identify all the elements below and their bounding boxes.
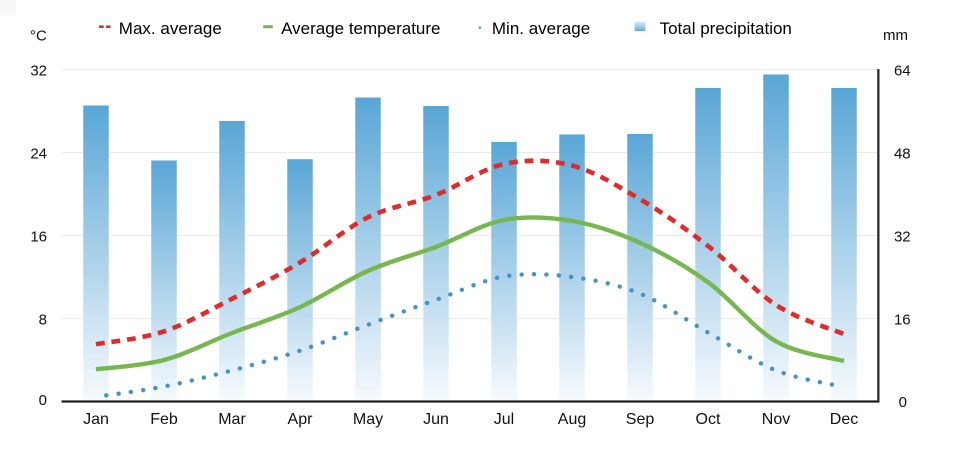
svg-text:Feb: Feb — [150, 411, 178, 428]
svg-text:Total precipitation: Total precipitation — [660, 19, 792, 38]
svg-text:Jul: Jul — [494, 411, 514, 428]
svg-text:Jun: Jun — [423, 411, 449, 428]
svg-text:64: 64 — [894, 63, 911, 80]
svg-text:Aug: Aug — [558, 411, 586, 428]
svg-text:Oct: Oct — [696, 411, 721, 428]
svg-text:Min. average: Min. average — [492, 19, 590, 38]
svg-text:16: 16 — [30, 229, 47, 246]
svg-text:Nov: Nov — [762, 411, 790, 428]
svg-text:0: 0 — [39, 392, 47, 409]
svg-text:Mar: Mar — [218, 411, 246, 428]
svg-text:48: 48 — [894, 146, 911, 163]
svg-text:32: 32 — [30, 63, 47, 80]
svg-text:May: May — [353, 411, 383, 428]
svg-text:24: 24 — [30, 146, 47, 163]
svg-text:32: 32 — [894, 229, 911, 246]
svg-text:Dec: Dec — [830, 411, 858, 428]
svg-text:0: 0 — [899, 394, 907, 411]
svg-text:16: 16 — [894, 312, 911, 329]
svg-text:Average temperature: Average temperature — [281, 19, 440, 38]
svg-text:Jan: Jan — [83, 411, 109, 428]
svg-text:Apr: Apr — [288, 411, 314, 428]
svg-text:°C: °C — [30, 28, 47, 45]
svg-text:Sep: Sep — [626, 411, 655, 428]
svg-text:mm: mm — [883, 27, 908, 44]
svg-text:8: 8 — [39, 312, 47, 329]
svg-text:Max. average: Max. average — [119, 19, 222, 38]
